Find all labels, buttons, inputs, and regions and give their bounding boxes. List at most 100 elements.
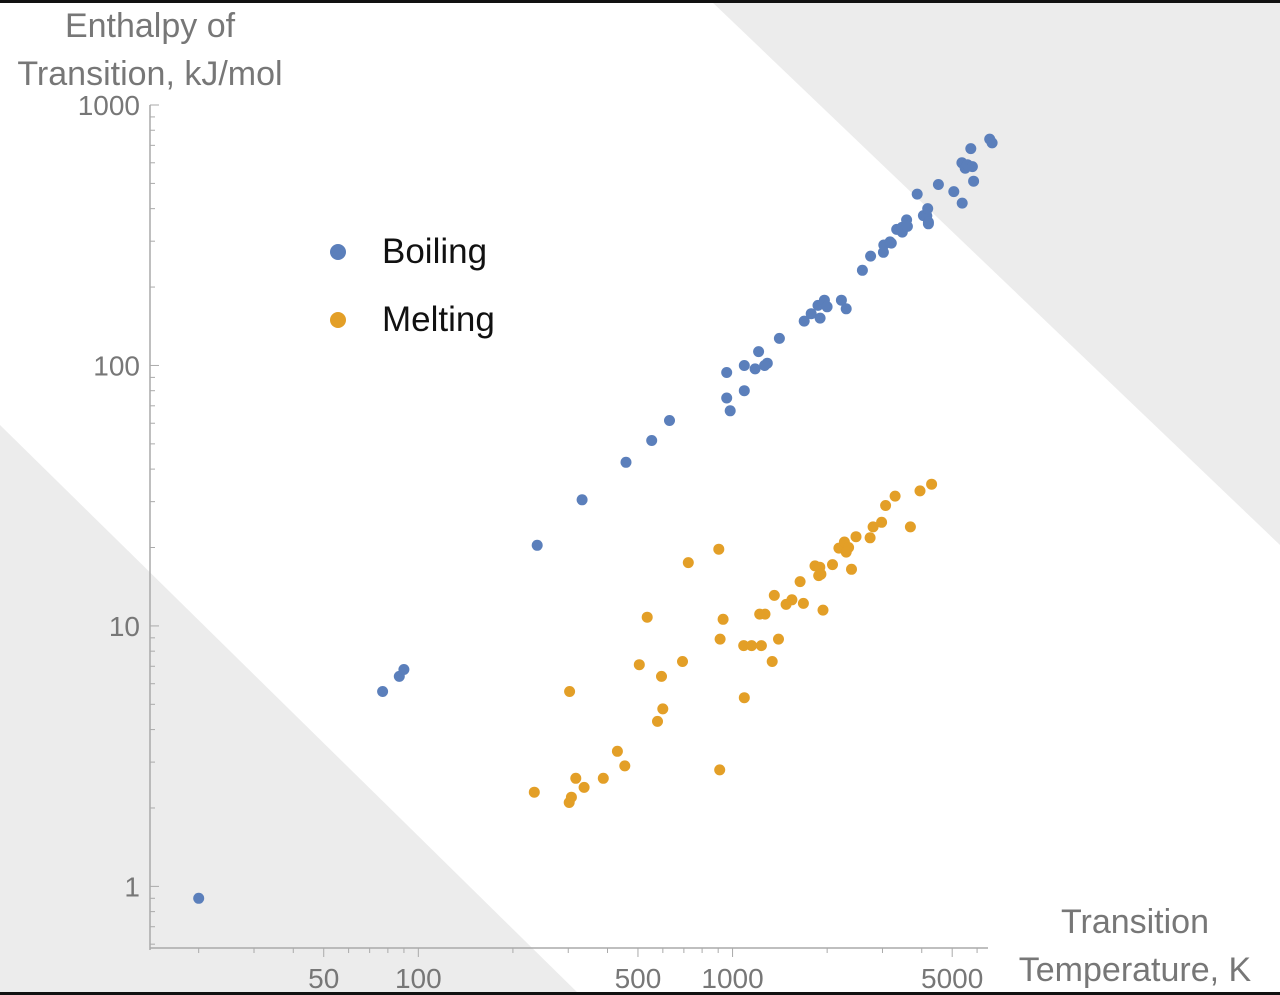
y-axis-label-line-2: Transition, kJ/mol xyxy=(17,55,283,93)
data-point-melting xyxy=(904,521,916,533)
data-point-melting xyxy=(714,633,726,645)
data-point-melting xyxy=(815,568,827,580)
data-point-boiling xyxy=(721,392,733,404)
x-axis-label-line-2: Temperature, K xyxy=(1018,951,1252,989)
data-point-boiling xyxy=(753,346,765,358)
data-point-boiling xyxy=(901,220,913,232)
data-point-melting xyxy=(677,656,688,667)
frame-top-line xyxy=(0,0,1280,3)
data-point-boiling xyxy=(805,308,817,320)
data-point-boiling xyxy=(865,250,877,262)
data-point-boiling xyxy=(821,301,833,313)
data-point-boiling xyxy=(576,494,588,506)
data-point-melting xyxy=(817,604,829,616)
data-point-boiling xyxy=(948,186,960,198)
data-point-boiling xyxy=(932,179,944,190)
data-point-melting xyxy=(846,563,857,575)
legend-label-melting: Melting xyxy=(382,300,495,339)
data-point-melting xyxy=(682,557,694,569)
data-point-melting xyxy=(717,613,729,625)
data-point-melting xyxy=(738,640,750,652)
data-point-boiling xyxy=(531,539,543,551)
data-point-melting xyxy=(633,659,645,671)
data-point-melting xyxy=(794,576,806,588)
data-point-boiling xyxy=(911,188,923,200)
legend-marker-melting xyxy=(330,312,346,328)
y-tick-label: 100 xyxy=(93,350,140,381)
data-point-melting xyxy=(652,715,663,727)
data-point-boiling xyxy=(966,161,978,173)
background-band-top-right xyxy=(710,0,1280,545)
data-point-melting xyxy=(657,703,669,715)
data-point-melting xyxy=(759,608,771,620)
data-point-boiling xyxy=(738,360,750,371)
data-point-melting xyxy=(578,781,590,793)
data-point-melting xyxy=(864,532,876,544)
data-point-melting xyxy=(755,640,767,652)
frame-bottom-line xyxy=(0,992,1280,995)
x-tick-label: 100 xyxy=(395,963,442,994)
data-point-boiling xyxy=(721,367,733,378)
data-point-boiling xyxy=(885,237,897,249)
x-axis-label: Transition Temperature, K xyxy=(990,898,1280,994)
data-point-boiling xyxy=(724,405,736,417)
data-point-melting xyxy=(713,543,725,555)
data-point-melting xyxy=(714,764,726,776)
data-point-boiling xyxy=(814,312,826,324)
data-point-boiling xyxy=(835,294,847,306)
data-point-boiling xyxy=(646,435,658,446)
x-tick-label: 50 xyxy=(308,963,339,994)
y-tick-label: 1000 xyxy=(78,90,140,121)
data-point-melting xyxy=(768,589,780,601)
x-tick-label: 500 xyxy=(615,963,662,994)
data-point-boiling xyxy=(377,686,389,697)
data-point-boiling xyxy=(856,264,868,276)
data-point-melting xyxy=(880,500,892,511)
data-point-melting xyxy=(611,745,623,757)
data-point-melting xyxy=(827,559,838,571)
data-point-melting xyxy=(528,786,540,798)
data-point-melting xyxy=(564,686,576,697)
y-tick-label: 10 xyxy=(109,611,140,642)
data-point-boiling xyxy=(738,385,750,397)
data-point-boiling xyxy=(193,892,205,904)
data-point-boiling xyxy=(620,456,632,468)
axis-ticks xyxy=(150,104,978,957)
data-points xyxy=(193,133,998,904)
data-point-boiling xyxy=(965,143,977,155)
legend: Boiling Melting xyxy=(330,218,495,354)
background-band-bottom-left xyxy=(0,425,580,995)
legend-marker-boiling xyxy=(330,244,346,260)
data-point-boiling xyxy=(759,360,771,371)
data-point-boiling xyxy=(922,203,934,215)
data-point-melting xyxy=(656,670,667,682)
x-tick-labels: 50 100 500 1000 5000 xyxy=(308,963,983,994)
data-point-melting xyxy=(876,516,888,528)
data-point-melting xyxy=(746,640,758,652)
y-axis-label: Enthalpy of Transition, kJ/mol xyxy=(0,2,300,98)
data-point-boiling xyxy=(968,175,980,187)
data-point-melting xyxy=(570,772,582,784)
data-point-melting xyxy=(926,478,938,490)
legend-item-melting: Melting xyxy=(330,286,495,354)
data-point-melting xyxy=(766,656,778,667)
data-point-melting xyxy=(889,490,901,502)
y-tick-label: 1 xyxy=(124,871,140,902)
data-point-melting xyxy=(867,521,879,533)
x-tick-label: 5000 xyxy=(921,963,983,994)
y-axis-label-line-1: Enthalpy of xyxy=(64,7,236,45)
data-point-melting xyxy=(786,594,798,606)
data-point-boiling xyxy=(664,415,675,426)
data-point-boiling xyxy=(840,303,852,315)
data-point-melting xyxy=(565,791,577,803)
data-point-melting xyxy=(773,633,784,645)
data-point-boiling xyxy=(922,218,934,230)
data-point-melting xyxy=(597,772,609,784)
x-tick-label: 1000 xyxy=(701,963,763,994)
legend-item-boiling: Boiling xyxy=(330,218,495,286)
data-point-boiling xyxy=(798,315,810,327)
data-point-melting xyxy=(797,597,809,609)
data-point-melting xyxy=(914,485,926,497)
